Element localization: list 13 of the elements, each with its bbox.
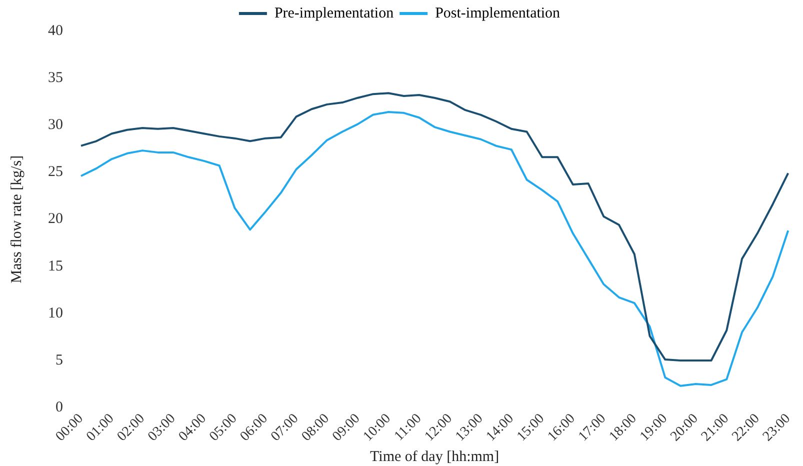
y-tick-label: 30: [48, 117, 63, 134]
y-tick-label: 5: [56, 352, 63, 368]
legend-label: Pre-implementation: [274, 5, 394, 22]
x-axis-title: Time of day [hh:mm]: [370, 448, 500, 465]
y-tick-label: 0: [56, 400, 63, 416]
y-tick-label: 40: [48, 22, 63, 39]
y-tick-label: 35: [48, 70, 63, 86]
y-tick-label: 20: [48, 211, 63, 228]
y-axis-title: Mass flow rate [kg/s]: [8, 155, 25, 284]
y-tick-label: 15: [48, 258, 63, 274]
y-tick-label: 25: [48, 164, 63, 180]
y-tick-label: 10: [48, 305, 63, 322]
legend-label: Post-implementation: [435, 5, 561, 22]
